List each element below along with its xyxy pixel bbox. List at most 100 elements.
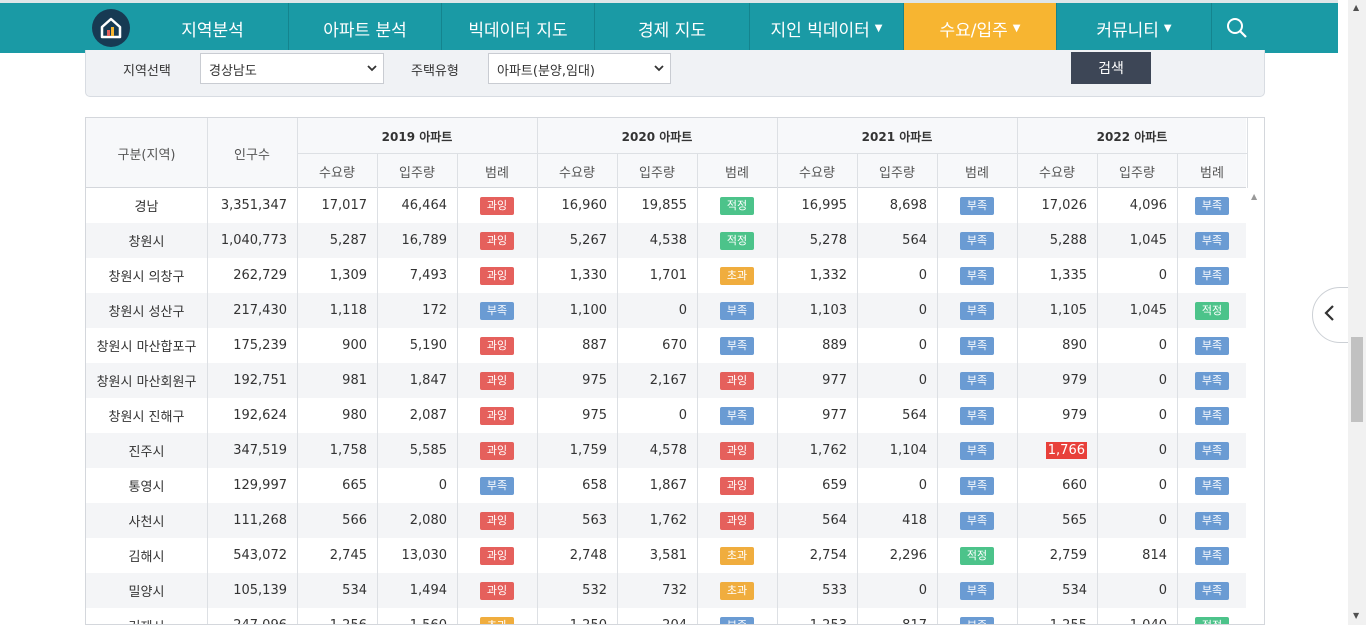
table-cell: 16,789 [377, 223, 457, 258]
row-col-divider [297, 503, 298, 538]
region-label: 지역선택 [123, 64, 171, 79]
scroll-up-icon[interactable]: ▲ [1251, 192, 1258, 201]
cell-supply: 0 [1158, 373, 1167, 388]
row-col-divider [1017, 398, 1018, 433]
row-col-divider [457, 293, 458, 328]
table-cell: 204 [617, 608, 697, 624]
row-col-divider [207, 538, 208, 573]
nav-item-5[interactable]: 수요/입주 ▼ [904, 3, 1057, 53]
row-col-divider [857, 223, 858, 258]
table-cell: 0 [857, 573, 937, 608]
nav-item-4[interactable]: 지인 빅데이터 ▼ [750, 3, 904, 53]
nav-item-6[interactable]: 커뮤니티 ▼ [1057, 3, 1212, 53]
cell-demand: 532 [582, 583, 607, 598]
scroll-down-icon[interactable]: ▼ [1353, 611, 1360, 620]
table-cell: 7,493 [377, 258, 457, 293]
table-row: 사천시 111,268 566 2,080 과잉 563 1,762 과잉 564 418 부족 56… [86, 503, 1246, 538]
row-col-divider [617, 258, 618, 293]
row-col-divider [697, 538, 698, 573]
cell-population: 175,239 [233, 338, 287, 353]
row-col-divider [1177, 608, 1178, 624]
row-col-divider [697, 608, 698, 624]
nav-item-3[interactable]: 경제 지도 [595, 3, 750, 53]
table-cell: 192,624 [207, 398, 297, 433]
table-cell: 981 [297, 363, 377, 398]
col-header-population: 인구수 [234, 147, 270, 163]
table-cell: 과잉 [457, 573, 537, 608]
cell-supply: 5,585 [409, 443, 447, 458]
row-col-divider [937, 293, 938, 328]
status-badge: 과잉 [480, 371, 514, 390]
status-badge: 과잉 [480, 581, 514, 600]
status-badge: 과잉 [480, 266, 514, 285]
table-cell: 0 [857, 363, 937, 398]
logo[interactable] [85, 3, 137, 53]
table-cell: 1,104 [857, 433, 937, 468]
row-col-divider [207, 503, 208, 538]
table-cell: 1,118 [297, 293, 377, 328]
row-col-divider [1017, 433, 1018, 468]
cell-population: 262,729 [233, 268, 287, 283]
row-col-divider [857, 538, 858, 573]
table-cell: 과잉 [457, 188, 537, 223]
type-select[interactable]: 아파트(분양,임대) [488, 53, 671, 84]
row-col-divider [457, 503, 458, 538]
row-col-divider [297, 363, 298, 398]
table-row: 창원시 마산합포구 175,239 900 5,190 과잉 887 670 부족 889 0 부족… [86, 328, 1246, 363]
table-cell: 1,560 [377, 608, 457, 624]
row-col-divider [937, 608, 938, 624]
cell-region: 진주시 [128, 445, 165, 460]
caret-down-icon: ▼ [1012, 22, 1021, 34]
cell-demand: 660 [1062, 478, 1087, 493]
cell-supply: 418 [902, 513, 927, 528]
search-icon[interactable] [1212, 3, 1262, 53]
cell-supply: 0 [918, 583, 927, 598]
search-button[interactable]: 검색 [1071, 52, 1151, 84]
region-select[interactable]: 경상남도 [200, 53, 384, 84]
cell-supply: 19,855 [641, 198, 688, 213]
row-col-divider [537, 223, 538, 258]
table-cell: 19,855 [617, 188, 697, 223]
table-scrollbar[interactable]: ▲ [1246, 188, 1264, 624]
nav-item-label: 지인 빅데이터 [770, 20, 870, 41]
table-cell: 창원시 의창구 [86, 258, 207, 293]
status-badge: 부족 [1195, 511, 1229, 530]
table-cell: 1,103 [777, 293, 857, 328]
cell-supply: 0 [918, 478, 927, 493]
cell-demand: 1,335 [1049, 268, 1087, 283]
cell-supply: 4,578 [649, 443, 687, 458]
table-cell: 1,040 [1097, 608, 1177, 624]
nav-item-1[interactable]: 아파트 분석 [289, 3, 442, 53]
page-scrollbar[interactable]: ▲ ▼ [1348, 0, 1366, 625]
scrollbar-thumb[interactable] [1351, 337, 1363, 422]
table-cell: 5,278 [777, 223, 857, 258]
table-cell: 975 [537, 363, 617, 398]
status-badge: 적정 [1195, 616, 1229, 624]
cell-supply: 0 [918, 338, 927, 353]
table-cell: 부족 [937, 468, 1017, 503]
table-cell: 경남 [86, 188, 207, 223]
nav-item-2[interactable]: 빅데이터 지도 [442, 3, 595, 53]
row-col-divider [297, 188, 298, 223]
scroll-up-icon[interactable]: ▲ [1353, 3, 1360, 12]
row-col-divider [377, 223, 378, 258]
table-cell: 부족 [1177, 398, 1247, 433]
table-cell: 부족 [1177, 503, 1247, 538]
cell-demand: 534 [1062, 583, 1087, 598]
row-col-divider [697, 363, 698, 398]
table-cell: 172 [377, 293, 457, 328]
status-badge: 부족 [1195, 441, 1229, 460]
table-row: 창원시 진해구 192,624 980 2,087 과잉 975 0 부족 977 564 부족 97… [86, 398, 1246, 433]
row-col-divider [777, 503, 778, 538]
col-header-year: 2020 아파트 [621, 129, 693, 144]
header-col-divider [537, 118, 538, 188]
header-divider [1017, 153, 1247, 154]
table-cell: 진주시 [86, 433, 207, 468]
cell-supply: 2,167 [649, 373, 687, 388]
nav-item-0[interactable]: 지역분석 [137, 3, 289, 53]
status-badge: 부족 [720, 616, 754, 624]
row-col-divider [937, 538, 938, 573]
row-col-divider [857, 363, 858, 398]
row-col-divider [537, 328, 538, 363]
row-col-divider [1097, 398, 1098, 433]
